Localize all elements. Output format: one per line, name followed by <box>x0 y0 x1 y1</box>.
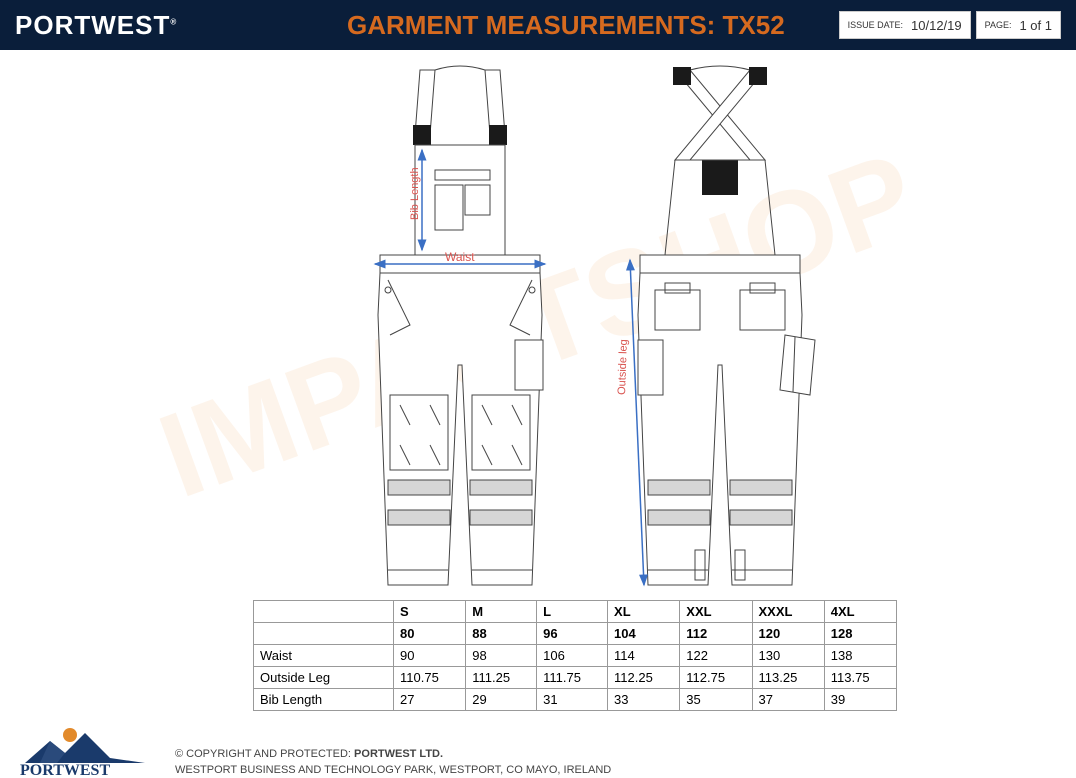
brand-reg: ® <box>170 17 177 26</box>
garment-diagram: Bib Length Waist <box>280 65 860 595</box>
measurement-table-wrap: S M L XL XXL XXXL 4XL 80 88 96 104 112 1… <box>253 600 897 711</box>
cell: 98 <box>466 645 537 667</box>
outside-leg-label: Outside leg <box>616 339 630 395</box>
svg-text:PORTWEST: PORTWEST <box>20 762 110 778</box>
header-bar: PORTWEST® GARMENT MEASUREMENTS: TX52 ISS… <box>0 0 1076 50</box>
size-4: 112 <box>680 623 752 645</box>
size-5: 120 <box>752 623 824 645</box>
col-xl: XL <box>608 601 680 623</box>
size-empty <box>254 623 394 645</box>
issue-date-box: ISSUE DATE: 10/12/19 <box>839 11 971 39</box>
cell: 110.75 <box>394 667 466 689</box>
header-empty <box>254 601 394 623</box>
garment-front: Bib Length Waist <box>375 66 545 585</box>
cell: 111.75 <box>537 667 608 689</box>
issue-date-label: ISSUE DATE: <box>848 21 903 30</box>
cell: 114 <box>608 645 680 667</box>
row-waist: Waist 90 98 106 114 122 130 138 <box>254 645 897 667</box>
cell: 112.25 <box>608 667 680 689</box>
cell: 27 <box>394 689 466 711</box>
footer-address: WESTPORT BUSINESS AND TECHNOLOGY PARK, W… <box>175 763 611 778</box>
cell: 90 <box>394 645 466 667</box>
copyright-prefix: © COPYRIGHT AND PROTECTED: <box>175 748 354 760</box>
measurement-table: S M L XL XXL XXXL 4XL 80 88 96 104 112 1… <box>253 600 897 711</box>
col-m: M <box>466 601 537 623</box>
cell: 37 <box>752 689 824 711</box>
size-3: 104 <box>608 623 680 645</box>
info-boxes: ISSUE DATE: 10/12/19 PAGE: 1 of 1 <box>839 11 1061 39</box>
issue-date-value: 10/12/19 <box>911 18 962 33</box>
cell: 106 <box>537 645 608 667</box>
footer: PORTWEST © COPYRIGHT AND PROTECTED: PORT… <box>0 723 1076 778</box>
cell: 113.25 <box>752 667 824 689</box>
cell: 39 <box>824 689 896 711</box>
cell: 113.75 <box>824 667 896 689</box>
row-waist-label: Waist <box>254 645 394 667</box>
waist-label: Waist <box>445 250 475 264</box>
garment-back: Outside leg <box>616 66 815 585</box>
copyright-owner: PORTWEST LTD. <box>354 748 443 760</box>
table-size-row: 80 88 96 104 112 120 128 <box>254 623 897 645</box>
cell: 31 <box>537 689 608 711</box>
col-xxl: XXL <box>680 601 752 623</box>
cell: 33 <box>608 689 680 711</box>
page-label: PAGE: <box>985 21 1012 30</box>
size-1: 88 <box>466 623 537 645</box>
bib-length-label: Bib Length <box>409 167 421 220</box>
size-2: 96 <box>537 623 608 645</box>
cell: 112.75 <box>680 667 752 689</box>
page-value: 1 of 1 <box>1019 18 1052 33</box>
size-0: 80 <box>394 623 466 645</box>
row-outside-label: Outside Leg <box>254 667 394 689</box>
col-s: S <box>394 601 466 623</box>
cell: 111.25 <box>466 667 537 689</box>
col-4xl: 4XL <box>824 601 896 623</box>
cell: 35 <box>680 689 752 711</box>
cell: 130 <box>752 645 824 667</box>
col-xxxl: XXXL <box>752 601 824 623</box>
page-title: GARMENT MEASUREMENTS: TX52 <box>347 10 785 41</box>
footer-logo: PORTWEST <box>15 723 155 778</box>
row-bib-length: Bib Length 27 29 31 33 35 37 39 <box>254 689 897 711</box>
col-l: L <box>537 601 608 623</box>
cell: 29 <box>466 689 537 711</box>
row-outside-leg: Outside Leg 110.75 111.25 111.75 112.25 … <box>254 667 897 689</box>
page-box: PAGE: 1 of 1 <box>976 11 1061 39</box>
brand-text: PORTWEST <box>15 10 170 40</box>
diagram-area: IMPACTSHOP <box>0 50 1076 600</box>
cell: 122 <box>680 645 752 667</box>
row-bib-label: Bib Length <box>254 689 394 711</box>
brand-logo: PORTWEST® <box>15 10 177 41</box>
size-6: 128 <box>824 623 896 645</box>
cell: 138 <box>824 645 896 667</box>
table-header-row: S M L XL XXL XXXL 4XL <box>254 601 897 623</box>
